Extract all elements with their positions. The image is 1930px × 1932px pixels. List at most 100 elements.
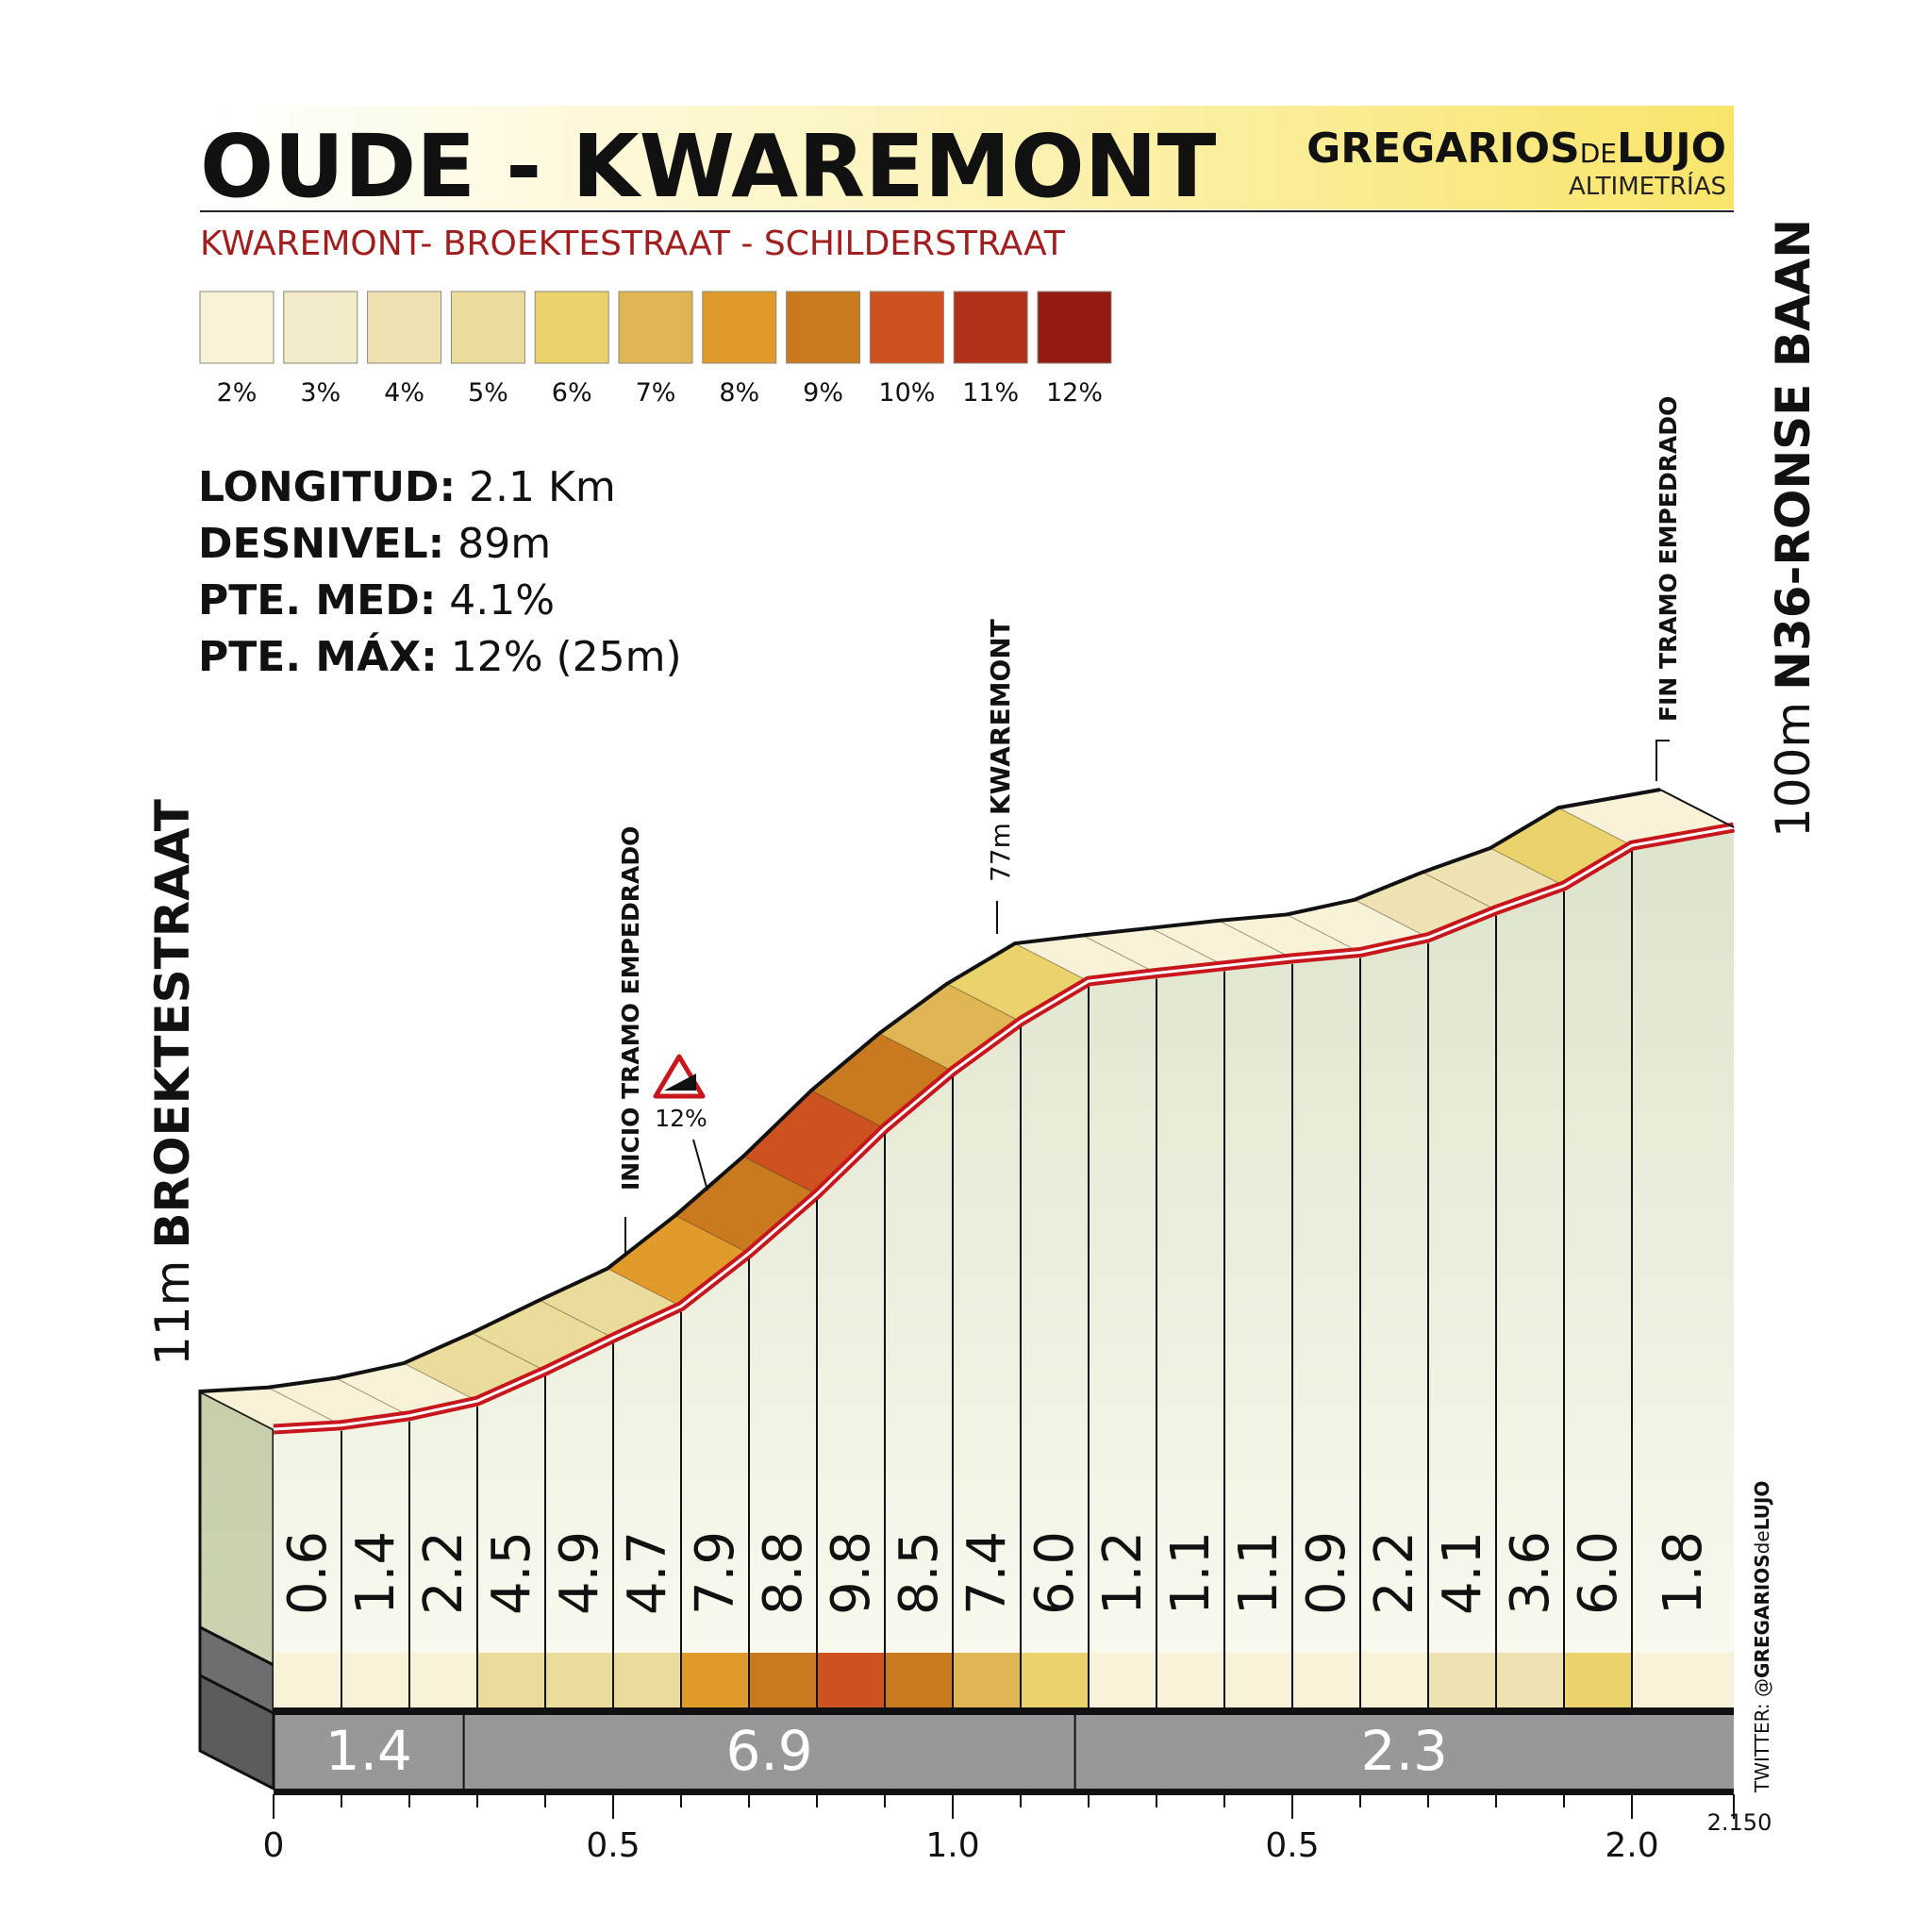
legend-swatch (869, 291, 944, 364)
slope-icon (664, 1074, 696, 1091)
segment-dividers (341, 851, 1633, 1707)
sector-bar-bottomline (274, 1789, 1734, 1794)
gradient-band (1021, 1653, 1089, 1707)
gradient-label: 1.4 (345, 1531, 407, 1615)
gradient-band (749, 1653, 817, 1707)
gradient-label: 4.5 (481, 1531, 542, 1615)
legend-label: 9% (803, 378, 843, 408)
gradient-label: 9.8 (821, 1531, 882, 1615)
stat-desnivel-label: DESNIVEL: (198, 520, 444, 568)
gradient-band (1089, 1653, 1156, 1707)
left-face (198, 1389, 275, 1668)
gradient-label: 2.2 (413, 1531, 474, 1615)
legend-label: 5% (468, 378, 508, 408)
legend-label: 4% (384, 378, 424, 408)
legend-label: 7% (636, 378, 676, 408)
x-axis: 0 0.5 1.0 0.5 2.0 2.150 (263, 1793, 1772, 1865)
legend-swatch (953, 291, 1028, 364)
legend-swatch (450, 291, 525, 364)
x-tick-label: 2.0 (1605, 1826, 1658, 1865)
end-name: N36-RONSE BAAN (1766, 219, 1821, 691)
start-label: 11m BROEKTESTRAAT (145, 799, 200, 1366)
legend-label: 12% (1046, 378, 1103, 408)
twitter-prefix: TWITTER: @ (1751, 1678, 1773, 1793)
stat-pte-max-label: PTE. MÁX: (198, 631, 438, 681)
gradient-band (1632, 1653, 1734, 1707)
stat-pte-med-value: 4.1% (436, 576, 555, 625)
sector-bar: 1.4 6.9 2.3 (198, 1673, 1734, 1794)
cobble-end-leader (1655, 740, 1670, 781)
sector-bar-topline (274, 1707, 1734, 1715)
start-name: BROEKTESTRAAT (145, 799, 200, 1249)
summit-name: KWAREMONT (985, 619, 1016, 815)
gradient-label: 4.9 (549, 1531, 610, 1615)
legend-swatch (786, 291, 861, 364)
legend-swatch (534, 291, 609, 364)
stat-longitud-label: LONGITUD: (198, 463, 456, 511)
sector-bar-bg (274, 1713, 1734, 1789)
sector-bar-side (198, 1673, 275, 1791)
brand-logo: GREGARIOSDELUJO (1306, 125, 1726, 173)
front-wall (274, 827, 1734, 1707)
gradient-label: 1.1 (1228, 1531, 1289, 1615)
gradient-band (681, 1653, 749, 1707)
top-end-edge (1659, 789, 1735, 828)
gradient-label: 1.1 (1160, 1531, 1222, 1615)
brand-subtitle: ALTIMETRÍAS (1569, 171, 1726, 201)
gradient-band (1224, 1653, 1292, 1707)
gradient-label: 6.0 (1024, 1531, 1086, 1615)
stat-desnivel: DESNIVEL: 89m (198, 520, 551, 568)
top-back-edge (199, 788, 1661, 1393)
legend-label: 8% (719, 378, 759, 408)
gradient-label: 6.0 (1568, 1531, 1629, 1615)
gradient-label: 1.8 (1653, 1531, 1714, 1615)
gradient-legend: 2% 3% 4% 5% 6% 7% 8% 9% 10% 11% 12% (199, 291, 1112, 408)
stats-block: LONGITUD: 2.1 Km DESNIVEL: 89m PTE. MED:… (198, 463, 682, 681)
max-gradient-leader (692, 1139, 708, 1191)
gradient-band (613, 1653, 681, 1707)
x-end-label: 2.150 (1707, 1809, 1772, 1836)
x-tick-label: 0 (263, 1826, 285, 1865)
gradient-label: 2.2 (1364, 1531, 1425, 1615)
route-subtitle: KWAREMONT- BROEKTESTRAAT - SCHILDERSTRAA… (200, 225, 1066, 263)
gradient-band (341, 1653, 409, 1707)
profile-top-surface (198, 788, 1736, 1435)
x-tick-label: 1.0 (925, 1826, 979, 1865)
brand-de: DE (1580, 138, 1617, 169)
legend-swatch (618, 291, 693, 364)
gradient-color-bands (274, 1653, 1734, 1707)
legend-swatch (199, 291, 275, 364)
stat-longitud-value: 2.1 Km (456, 463, 616, 511)
gradient-band (409, 1653, 477, 1707)
gradient-band (1360, 1653, 1428, 1707)
gradient-label: 7.4 (957, 1531, 1018, 1615)
twitter-credit: TWITTER: @GREGARIOSdeLUJO (1751, 1481, 1773, 1793)
gradient-label: 3.6 (1500, 1531, 1561, 1615)
start-altitude: 11m (145, 1260, 200, 1366)
legend-label: 6% (552, 378, 592, 408)
stat-longitud: LONGITUD: 2.1 Km (198, 463, 616, 511)
gradient-label: 7.9 (685, 1531, 746, 1615)
title-banner (200, 106, 1734, 209)
brand-gregarios: GREGARIOS (1306, 125, 1580, 173)
gradient-band (1564, 1653, 1632, 1707)
end-altitude: 100m (1766, 702, 1821, 838)
gradient-band (477, 1653, 545, 1707)
gradient-label: 0.9 (1296, 1531, 1357, 1615)
legend-swatch (1037, 291, 1112, 364)
gradient-label: 0.6 (277, 1531, 339, 1615)
stat-pte-max-value: 12% (25m) (438, 633, 682, 681)
gradient-band (953, 1653, 1021, 1707)
sector-label: 1.4 (325, 1719, 412, 1783)
brand-lujo: LUJO (1617, 125, 1726, 173)
page-title: OUDE - KWAREMONT (200, 116, 1217, 217)
gradient-label: 8.8 (753, 1531, 814, 1615)
gradient-label: 4.7 (617, 1531, 678, 1615)
twitter-handle-b: de (1751, 1530, 1773, 1554)
gradient-label: 8.5 (889, 1531, 950, 1615)
x-tick-label: 0.5 (586, 1826, 640, 1865)
cobble-start-label: INICIO TRAMO EMPEDRADO (617, 826, 644, 1191)
gradient-band (1496, 1653, 1564, 1707)
gradient-label: 4.1 (1432, 1531, 1493, 1615)
